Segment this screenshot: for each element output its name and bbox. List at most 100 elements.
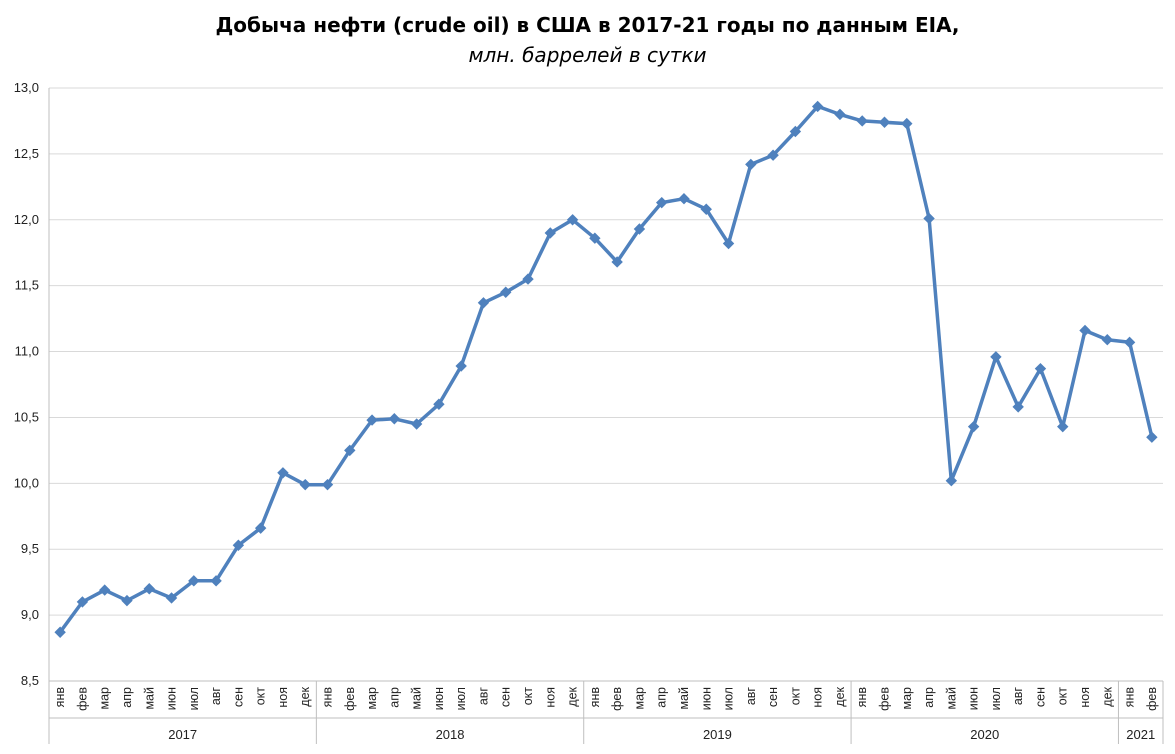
y-tick-label: 8,5 [21,673,39,688]
y-tick-label: 9,5 [21,541,39,556]
data-point [1012,401,1024,413]
data-point [1123,336,1136,349]
y-tick-label: 13,0 [14,80,39,95]
x-tick-label: апр [655,687,669,708]
x-tick-label: ноя [543,687,557,708]
x-tick-label: фев [343,687,357,711]
x-tick-label: янв [588,687,602,708]
y-tick-label: 9,0 [21,607,39,622]
data-point [210,575,222,587]
data-point [121,594,133,607]
data-point [410,418,423,430]
data-point [722,237,735,250]
series-markers [54,100,1158,638]
x-tick-label: фев [1145,687,1159,711]
x-tick-label: дек [1100,686,1114,706]
x-tick-label: ноя [276,687,290,708]
data-point [455,360,467,372]
x-tick-label: фев [75,687,89,711]
x-tick-label: ноя [1078,687,1092,708]
data-point [1079,324,1091,337]
x-tick-label: мар [365,687,379,710]
year-label: 2020 [970,727,999,742]
x-tick-label: апр [387,687,401,708]
x-tick-label: сен [1033,687,1047,707]
x-tick-label: янв [1123,687,1137,708]
data-point [1057,420,1069,433]
data-point [901,117,913,130]
x-tick-label: июл [989,687,1003,710]
x-tick-label: авг [1011,687,1025,706]
data-point [745,158,757,171]
x-tick-label: июл [722,687,736,710]
x-tick-label: сен [231,687,245,707]
data-point [299,478,311,491]
data-point [1101,333,1114,346]
x-tick-label: окт [788,687,802,706]
data-point [767,149,779,161]
data-point [321,478,334,491]
data-point [700,203,712,215]
x-tick-label: июн [165,687,179,710]
series-line-layer [58,104,1154,634]
data-point [544,227,557,239]
data-point [254,522,267,534]
x-tick-label: фев [878,687,892,711]
x-tick-label: апр [922,687,936,708]
data-point [678,192,690,205]
data-point [1146,431,1158,443]
y-tick-label: 11,5 [15,278,39,293]
data-point [366,414,378,426]
data-point [633,223,646,235]
x-tick-label: апр [120,687,134,708]
x-tick-label: окт [254,687,268,706]
x-tick-label: июн [967,687,981,710]
data-point [990,351,1002,363]
x-tick-label: июл [454,687,468,710]
data-point [98,584,111,596]
x-tick-label: янв [321,687,335,708]
x-tick-label: фев [610,687,624,711]
data-point [143,583,155,595]
data-point [611,256,623,268]
x-tick-label: окт [521,687,535,706]
y-tick-label: 11,0 [15,344,39,359]
x-tick-label: мар [632,687,646,710]
data-point [811,100,824,113]
x-tick-label: июн [699,687,713,710]
data-point [277,467,289,479]
data-point [967,420,980,433]
data-point [834,108,846,121]
y-axis: 8,5 9,0 9,5 10,0 10,5 11,0 11,5 12,0 12,5 13,0 [14,80,50,688]
x-tick-label: июн [432,687,446,710]
x-tick-label: мар [98,687,112,710]
x-tick-label: янв [53,687,67,708]
data-point [522,273,534,285]
year-label: 2021 [1126,727,1155,742]
chart-subtitle: млн. баррелей в сутки [468,43,707,67]
x-tick-label: авг [209,687,223,706]
data-point [188,575,200,587]
year-label: 2019 [703,727,732,742]
data-point [1034,362,1047,375]
data-point [945,474,958,487]
chart-title-block: Добыча нефти (crude oil) в США в 2017-21… [0,10,1175,70]
series-line [58,104,1154,634]
x-tick-label: дек [566,686,580,706]
y-tick-label: 12,0 [14,212,39,227]
data-point [388,413,401,425]
x-tick-label: май [677,687,691,710]
data-point [76,596,89,608]
data-point [589,232,601,244]
x-tick-label: сен [499,687,513,707]
y-tick-label: 10,5 [14,409,39,424]
x-tick-label: май [410,687,424,710]
data-point [165,592,178,604]
x-tick-label: май [142,687,156,710]
x-tick-label: май [944,687,958,710]
data-point [655,196,668,209]
data-point [500,286,512,298]
data-point [433,398,445,410]
x-tick-label: авг [476,687,490,706]
